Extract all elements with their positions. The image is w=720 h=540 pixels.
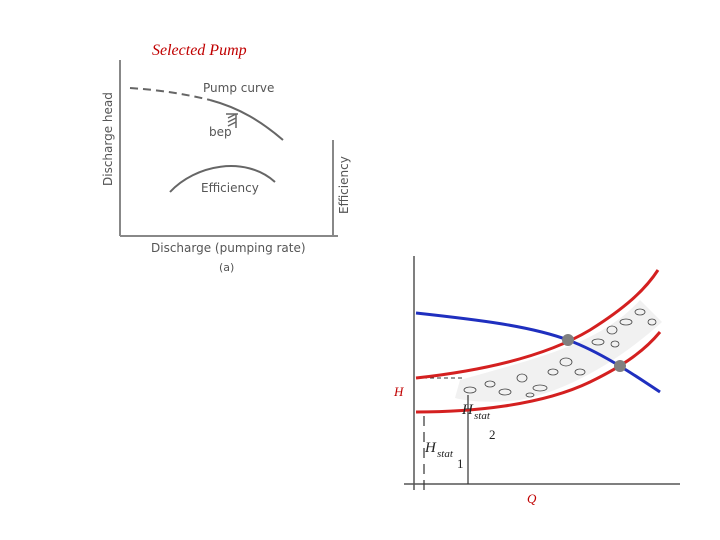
hstat-upper-sub: stat (474, 410, 491, 422)
efficiency-label: Efficiency (201, 181, 259, 195)
hstat-upper-index: 2 (489, 427, 496, 442)
operating-point-1 (562, 334, 574, 346)
hstat-upper-label: H stat 2 (461, 402, 496, 442)
left-x-axis-label: Discharge (pumping rate) (151, 241, 306, 255)
pump-curve (209, 99, 284, 141)
left-right-axis-label: Efficiency (337, 156, 351, 214)
right-figure: H Q H stat 2 H stat 1 (393, 256, 680, 506)
system-curve-upper (415, 269, 660, 380)
hstat-lower-main: H (424, 440, 437, 456)
pump-curve-dashed (129, 87, 211, 101)
right-y-axis-label: H (393, 384, 404, 399)
left-figure: Pump curve bep Efficiency Discharge head… (101, 60, 351, 274)
hstat-lower-index: 1 (457, 456, 464, 471)
pump-curve-label: Pump curve (203, 81, 274, 95)
left-figure-label: (a) (219, 261, 234, 274)
operating-region (455, 300, 662, 402)
operating-region-texture (463, 308, 657, 398)
bep-label: bep (209, 125, 232, 139)
right-x-axis-label: Q (527, 491, 537, 506)
bep-marker (226, 113, 238, 128)
slide-title: Selected Pump (152, 42, 247, 59)
hstat-lower-sub: stat (437, 448, 454, 460)
left-y-axis-label: Discharge head (101, 92, 115, 186)
operating-point-2 (614, 360, 626, 372)
system-curve-lower (415, 331, 662, 414)
efficiency-curve (169, 165, 276, 193)
hstat-upper-main: H (461, 402, 474, 418)
hstat-lower-label: H stat 1 (424, 440, 464, 471)
